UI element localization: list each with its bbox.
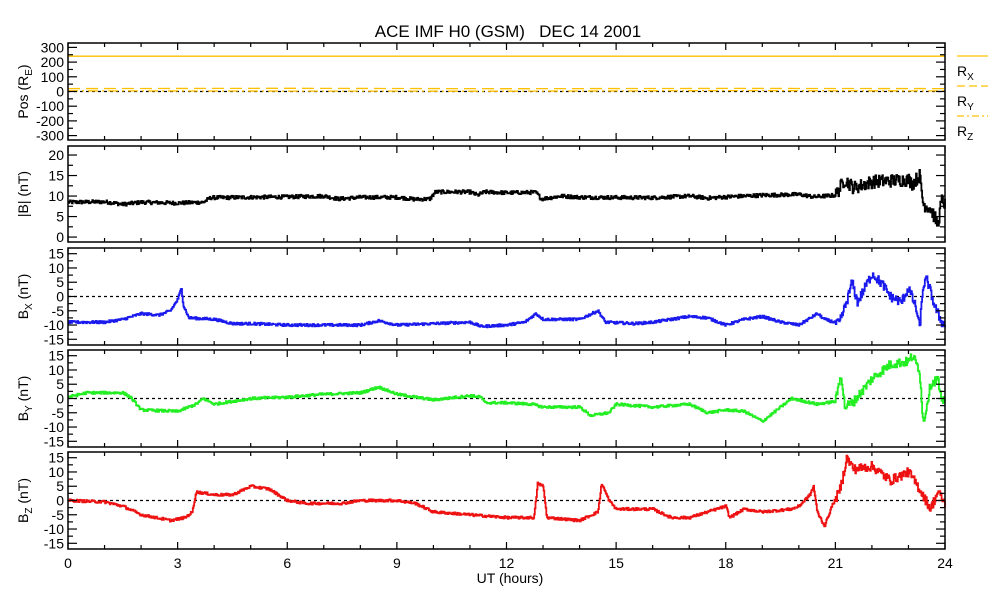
x-axis-title: UT (hours) — [477, 570, 544, 586]
y-tick-label: 0 — [56, 391, 64, 407]
y-tick-label: 5 — [56, 376, 64, 392]
y-tick-label: -5 — [52, 303, 65, 319]
y-axis-title: |B| (nT) — [15, 171, 31, 217]
legend-label-sub: X — [967, 72, 974, 83]
y-tick-label: 15 — [48, 348, 64, 364]
y-axis-title-main: B — [15, 310, 31, 319]
legend-label-main: R — [957, 63, 967, 79]
y-axis-title-sub: Y — [24, 405, 35, 412]
y-tick-label: 5 — [56, 274, 64, 290]
x-tick-label: 0 — [64, 555, 72, 571]
y-axis-title-suffix: (nT) — [15, 478, 31, 508]
y-tick-label: 100 — [41, 69, 65, 85]
x-tick-label: 9 — [393, 555, 401, 571]
y-axis-title-suffix: ) — [15, 64, 31, 69]
legend-label-sub: Y — [967, 102, 974, 113]
chart-title: ACE IMF H0 (GSM) DEC 14 2001 — [375, 22, 641, 41]
y-tick-label: -15 — [44, 331, 64, 347]
y-tick-label: 20 — [48, 147, 64, 163]
y-tick-label: -5 — [52, 405, 65, 421]
y-tick-label: -5 — [52, 507, 65, 523]
y-tick-label: 0 — [56, 229, 64, 245]
x-tick-label: 15 — [608, 555, 624, 571]
series-line-b — [67, 169, 946, 227]
y-axis-title: BY (nT) — [15, 376, 35, 422]
series-line-rz — [67, 89, 946, 92]
y-tick-label: 0 — [56, 493, 64, 509]
x-tick-label: 3 — [174, 555, 182, 571]
legend-label-rx: RX — [957, 63, 974, 83]
legend-label-main: R — [957, 123, 967, 139]
y-tick-label: 200 — [41, 54, 65, 70]
y-tick-label: 10 — [48, 260, 64, 276]
y-tick-label: -10 — [44, 419, 64, 435]
y-axis-title-suffix: (nT) — [15, 376, 31, 406]
y-tick-label: 15 — [48, 450, 64, 466]
y-axis-title-suffix: (nT) — [15, 274, 31, 304]
y-tick-label: -100 — [36, 98, 64, 114]
y-axis-title-main: Pos (R — [15, 76, 31, 119]
y-tick-label: -200 — [36, 113, 64, 129]
y-tick-label: 5 — [56, 478, 64, 494]
y-tick-label: -10 — [44, 521, 64, 537]
y-axis-title-sub: X — [24, 303, 35, 310]
y-axis-title: Pos (RE) — [15, 64, 35, 118]
y-tick-label: -15 — [44, 433, 64, 449]
y-tick-label: 15 — [48, 246, 64, 262]
series-line-bx — [67, 272, 946, 329]
y-axis-title: BZ (nT) — [15, 478, 35, 523]
y-tick-label: 5 — [56, 209, 64, 225]
y-tick-label: -10 — [44, 317, 64, 333]
x-tick-label: 12 — [499, 555, 515, 571]
x-tick-label: 6 — [283, 555, 291, 571]
y-tick-label: 10 — [48, 188, 64, 204]
y-tick-label: -300 — [36, 128, 64, 144]
y-axis-title-main: B — [15, 514, 31, 523]
y-axis-title-sub: E — [24, 69, 35, 76]
y-tick-label: 300 — [41, 39, 65, 55]
y-axis-title-main: B — [15, 412, 31, 421]
panel-bmag: 20 15 10 5 0 |B| (nT) — [15, 145, 946, 245]
series-line-bz — [67, 454, 946, 528]
legend-label-rz: RZ — [957, 123, 973, 143]
x-tick-label: 24 — [937, 555, 953, 571]
series-line-by — [67, 353, 946, 423]
x-tick-label: 18 — [718, 555, 734, 571]
x-tick-label: 21 — [828, 555, 844, 571]
y-tick-label: 0 — [56, 84, 64, 100]
y-axis-title-sub: Z — [24, 508, 35, 514]
y-axis-title: BX (nT) — [15, 274, 35, 320]
y-tick-label: 0 — [56, 289, 64, 305]
y-tick-label: 10 — [48, 362, 64, 378]
y-axis-title-main: |B| (nT) — [15, 171, 31, 217]
y-tick-label: -15 — [44, 535, 64, 551]
y-tick-label: 10 — [48, 464, 64, 480]
legend-label-sub: Z — [967, 132, 973, 143]
legend-label-main: R — [957, 93, 967, 109]
y-tick-label: 15 — [48, 168, 64, 184]
legend-label-ry: RY — [957, 93, 974, 113]
